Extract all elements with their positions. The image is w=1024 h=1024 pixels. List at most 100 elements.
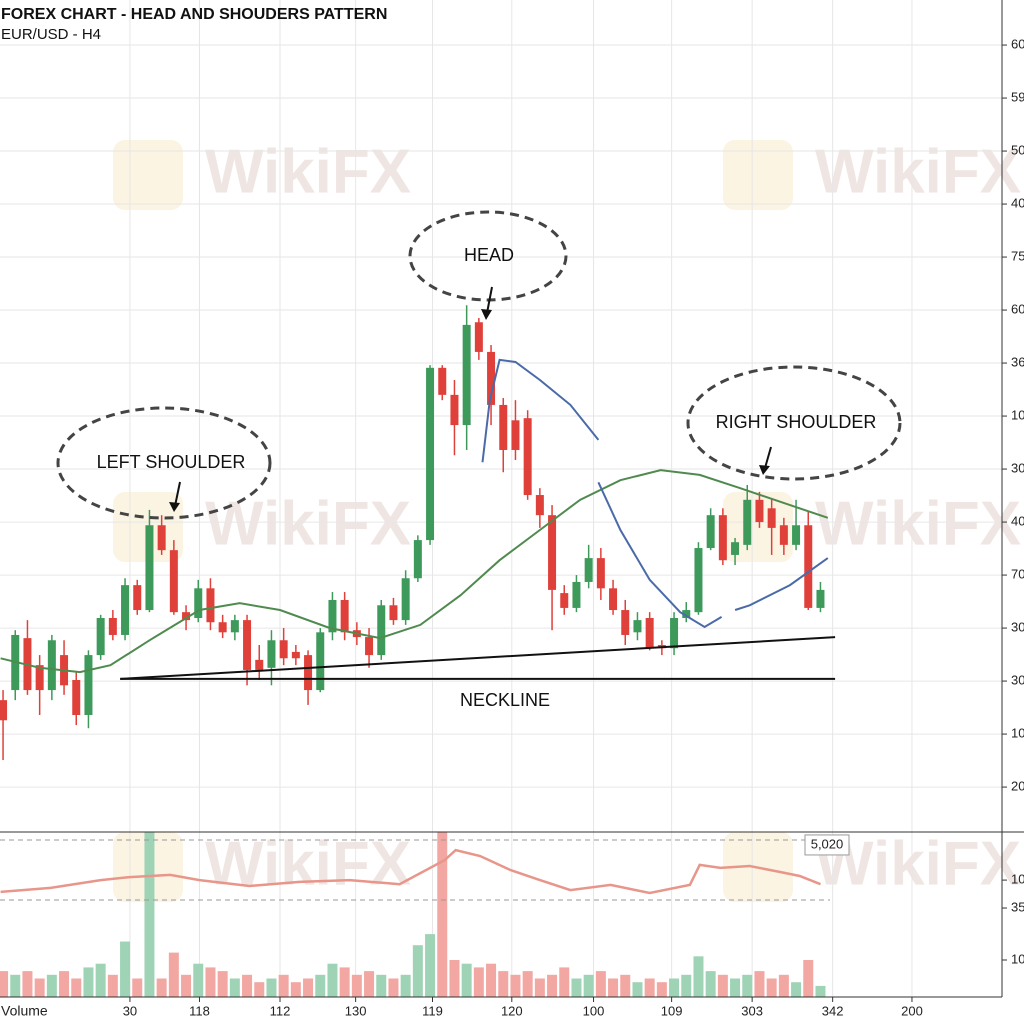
volume-bar [132,978,143,997]
arrow [486,286,493,314]
candle-body [511,420,520,450]
candle-body [694,548,703,613]
candle-body [718,515,727,561]
x-tick-label: 30 [123,1003,137,1018]
candle-body [389,605,398,621]
candle-body [218,622,227,633]
arrow-head [481,309,492,320]
volume-bar [449,960,460,997]
ellipse [408,210,568,302]
volume-bar [803,960,814,997]
volume-bar [571,978,582,997]
volume-bar [412,945,423,997]
volume-bar [217,971,228,997]
candle-body [438,367,447,395]
moving-average [0,469,829,674]
candle-body [426,367,435,541]
candle-body [316,632,325,691]
volume-bar [242,974,253,997]
volume-bar [193,963,204,997]
x-tick-label: 118 [189,1003,210,1018]
y-tick-label: 20 [1011,779,1024,794]
volume-bar [742,974,753,997]
volume-bar [730,978,741,997]
candle-body [670,617,679,649]
y-tick-label: 59 [1011,89,1024,104]
moving-average [481,358,829,629]
candle-body [499,404,508,450]
watermark: WikiFX [815,137,1021,206]
candle-body [682,610,691,618]
volume-bar [364,971,375,997]
volume-bar [400,974,411,997]
value-box [804,834,850,856]
candle-body [279,640,288,659]
volume-bar [83,967,94,997]
candle-body [767,508,776,528]
volume-bar [437,832,448,997]
candle-body [230,620,239,633]
volume-bar [266,978,277,997]
candle-body [255,659,264,670]
volume-bar [608,978,619,997]
volume-bar [10,974,21,997]
marks [0,305,836,997]
volume-bar [254,982,265,997]
volume-bar [510,974,521,997]
grid [0,0,1002,997]
volume-bar [681,974,692,997]
candle-body [206,588,215,623]
volume-bar [547,974,558,997]
watermark-logo [723,140,793,210]
candle-body [108,617,117,635]
volume-bar [303,978,314,997]
volume-bar [705,971,716,997]
y-tick-label: 40 [1011,514,1024,529]
volume-bar [461,963,472,997]
volume-bar [156,978,167,997]
volume-bar [815,985,826,997]
watermark: WikiFX [815,489,1021,558]
candle-body [157,525,166,551]
ellipse [686,365,902,481]
candle-body [340,599,349,633]
watermark: WikiFX [205,829,411,898]
volume-bar [46,974,57,997]
candle-body [743,499,752,545]
annotation: RIGHT SHOULDER [716,412,877,432]
candle-body [584,558,593,582]
candle-body [145,525,154,611]
volume-bar [693,956,704,997]
volume-bar [388,978,399,997]
annotation: NECKLINE [460,690,550,710]
volume-bar [0,971,9,997]
volume-bar [181,974,192,997]
arrow-head [759,465,770,475]
volume-bar [327,963,338,997]
volume-bar [717,974,728,997]
y-tick-label: 30 [1011,460,1024,475]
volume-bar [632,982,643,997]
volume-bar [278,974,289,997]
y-tick-label: 10 [1011,726,1024,741]
volume-bar [59,971,70,997]
candle-body [401,578,410,621]
candle-body [731,542,740,555]
y-tick-label: 60 [1011,36,1024,51]
volume-bar [22,971,33,997]
candle-body [169,550,178,613]
volume-bar [425,934,436,997]
x-tick-label: 130 [345,1003,367,1018]
watermark: WikiFX [205,137,411,206]
x-tick-label: 100 [583,1003,605,1018]
candle-body [121,585,130,635]
candle-body [182,612,191,621]
volume-bar [107,974,118,997]
volume-bar [486,963,497,997]
candle-body [0,700,8,721]
volume-bar [766,978,777,997]
volume-bar [656,982,667,997]
candle-body [413,540,422,579]
candle-body [328,599,337,633]
